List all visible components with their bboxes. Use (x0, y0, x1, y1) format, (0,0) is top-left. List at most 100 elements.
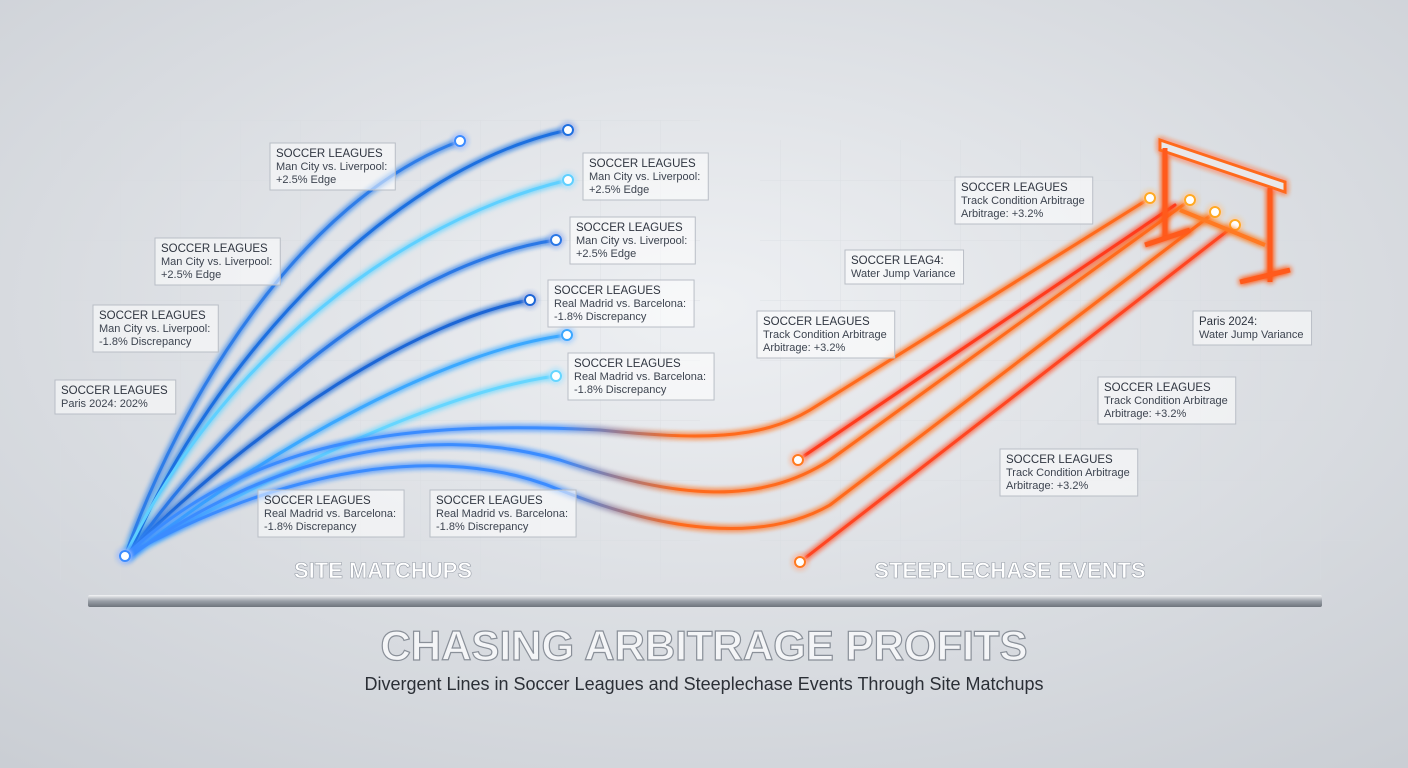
label-text: Track Condition Arbitrage (961, 195, 1085, 207)
node (550, 234, 562, 246)
label-background (954, 176, 1094, 225)
line (798, 223, 1237, 564)
label-box: SOCCER LEAG4:Water Jump Variance (844, 249, 965, 285)
label-heading: SOCCER LEAGUES (161, 243, 268, 255)
label-background (54, 379, 177, 415)
label-text: Man City vs. Liverpool: (276, 161, 387, 173)
node (1184, 194, 1196, 206)
label-heading: SOCCER LEAGUES (264, 495, 371, 507)
node (550, 370, 562, 382)
label-background (257, 489, 405, 538)
label-text: Arbitrage: +3.2% (1104, 408, 1186, 420)
label-background (756, 310, 896, 359)
label-text: Arbitrage: +3.2% (961, 208, 1043, 220)
label-text: Track Condition Arbitrage (1104, 395, 1228, 407)
label-text: +2.5% Edge (161, 269, 221, 281)
label-text: -1.8% Discrepancy (264, 521, 357, 533)
label-heading: Paris 2024: (1199, 316, 1257, 328)
label-heading: SOCCER LEAGUES (61, 385, 168, 397)
line (126, 333, 569, 560)
label-background (1192, 310, 1313, 346)
node (561, 329, 573, 341)
hurdle (1144, 137, 1291, 285)
label-text: Water Jump Variance (851, 268, 956, 280)
line (126, 198, 1192, 560)
label-text: +2.5% Edge (576, 248, 636, 260)
line (126, 128, 570, 560)
line (796, 203, 1177, 462)
label-heading: SOCCER LEAGUES (554, 285, 661, 297)
label-text: Real Madrid vs. Barcelona: (264, 508, 396, 520)
label-heading: SOCCER LEAGUES (436, 495, 543, 507)
label-heading: SOCCER LEAGUES (574, 358, 681, 370)
label-background (547, 279, 695, 328)
label-background (269, 142, 396, 191)
line (123, 178, 570, 558)
label-text: Track Condition Arbitrage (1006, 467, 1130, 479)
label-heading: SOCCER LEAGUES (1104, 382, 1211, 394)
node (794, 556, 806, 568)
label-text: Arbitrage: +3.2% (1006, 480, 1088, 492)
label-text: Arbitrage: +3.2% (763, 342, 845, 354)
label-text: Man City vs. Liverpool: (576, 235, 687, 247)
section-label: SITE MATCHUPS (294, 558, 472, 583)
label-text: -1.8% Discrepancy (436, 521, 529, 533)
label-background (844, 249, 965, 285)
node (562, 174, 574, 186)
label-heading: SOCCER LEAGUES (961, 182, 1068, 194)
line (125, 238, 558, 560)
label-text: +2.5% Edge (276, 174, 336, 186)
label-background (567, 352, 715, 401)
node (1209, 206, 1221, 218)
label-text: -1.8% Discrepancy (99, 336, 192, 348)
label-text: -1.8% Discrepancy (574, 384, 667, 396)
node (1229, 219, 1241, 231)
label-heading: SOCCER LEAGUES (1006, 454, 1113, 466)
title: CHASING ARBITRAGE PROFITS (380, 622, 1027, 669)
section-label: STEEPLECHASE EVENTS (874, 558, 1145, 583)
subtitle: Divergent Lines in Soccer Leagues and St… (364, 674, 1043, 694)
hurdle-foot (1239, 267, 1291, 285)
label-text: +2.5% Edge (589, 184, 649, 196)
line (123, 374, 558, 558)
label-background (999, 448, 1139, 497)
divider-bar (88, 595, 1322, 607)
hurdle-foot (1144, 227, 1191, 248)
label-heading: SOCCER LEAGUES (763, 316, 870, 328)
label-heading: SOCCER LEAGUES (99, 310, 206, 322)
label-background (569, 216, 696, 265)
label-text: Real Madrid vs. Barcelona: (554, 298, 686, 310)
node (119, 550, 131, 562)
label-heading: SOCCER LEAGUES (589, 158, 696, 170)
label-background (92, 304, 219, 353)
label-text: Water Jump Variance (1199, 329, 1304, 341)
hurdle-rail (1179, 208, 1266, 247)
label-text: Real Madrid vs. Barcelona: (574, 371, 706, 383)
endpoints (119, 124, 1241, 568)
label-background (582, 152, 709, 201)
label-background (429, 489, 577, 538)
label-text: Man City vs. Liverpool: (161, 256, 272, 268)
label-text: Man City vs. Liverpool: (99, 323, 210, 335)
label-text: Track Condition Arbitrage (763, 329, 887, 341)
node (562, 124, 574, 136)
label-box: Paris 2024:Water Jump Variance (1192, 310, 1313, 346)
label-text: -1.8% Discrepancy (554, 311, 647, 323)
label-text: Man City vs. Liverpool: (589, 171, 700, 183)
label-text: Paris 2024: 202% (61, 398, 148, 410)
label-heading: SOCCER LEAGUES (276, 148, 383, 160)
label-background (1097, 376, 1237, 425)
